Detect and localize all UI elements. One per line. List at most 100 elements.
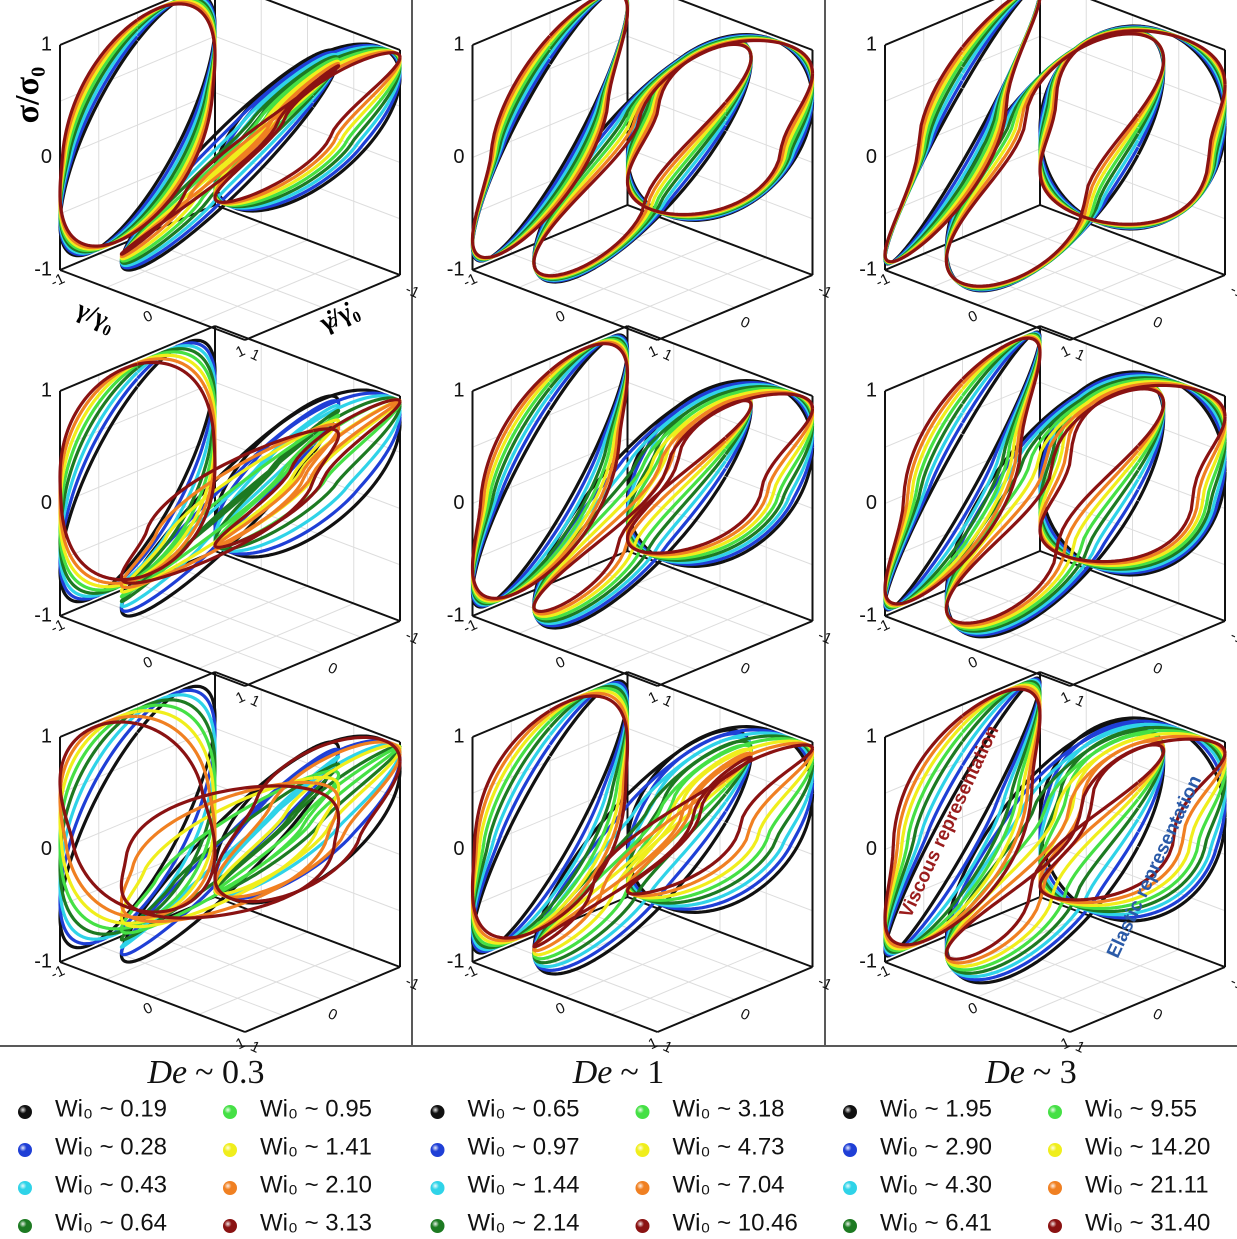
right-wall-loop (213, 398, 402, 549)
legend-label: Wi₀ ~ 9.55 (1085, 1095, 1197, 1122)
floor-tick-label: 1 (233, 342, 248, 361)
legend-marker-shine (18, 1105, 32, 1119)
floor-tick-label: -1 (873, 616, 892, 637)
floor-tick-label: -1 (403, 973, 422, 994)
tick-label: 0 (453, 492, 464, 514)
left-wall-loop (470, 342, 630, 600)
title-symbol: De (146, 1054, 187, 1091)
legend-label: Wi₀ ~ 1.41 (260, 1133, 372, 1160)
left-wall-loop (58, 347, 217, 595)
grid-line (1023, 949, 1179, 1015)
grid-line (977, 931, 1133, 998)
left-wall-loop (470, 686, 630, 948)
panel: 1 0 -1 1 -1 0 0 -1 1 (859, 325, 1237, 711)
legend-label: Wi₀ ~ 31.40 (1085, 1209, 1210, 1236)
floor-tick-label: -1 (461, 270, 480, 291)
trajectory-3d (119, 775, 341, 929)
legend-marker-shine (1048, 1181, 1062, 1195)
left-wall-loop (470, 682, 630, 952)
trajectory-3d (119, 64, 341, 256)
right-wall-loop (625, 392, 815, 555)
floor-tick-label: 0 (141, 653, 156, 672)
axis-line (59, 325, 216, 392)
trajectory-3d (944, 32, 1166, 288)
axis-line (1039, 325, 1226, 397)
floor-tick-label: -1 (873, 270, 892, 291)
axis-line (59, 961, 246, 1033)
left-wall-loop (470, 340, 630, 602)
floor-tick-label: 1 (248, 346, 263, 365)
grid-line (152, 585, 308, 652)
legend-marker-shine (1048, 1143, 1062, 1157)
floor-tick-label: 0 (553, 999, 568, 1018)
floor-tick-label: 1 (1073, 346, 1088, 365)
axis-line (627, 671, 813, 743)
floor-tick-label: -1 (461, 616, 480, 637)
panel: 1 0 -1 1 -1 0 0 -1 1 (447, 325, 834, 711)
legend-label: Wi₀ ~ 4.73 (673, 1133, 785, 1160)
left-wall-loop (470, 689, 630, 945)
trajectory-3d (532, 396, 753, 616)
axis-line (472, 325, 628, 392)
axis-line (1090, 0, 1226, 51)
tick-label: 1 (866, 33, 877, 55)
legend-label: Wi₀ ~ 0.95 (260, 1095, 372, 1122)
floor-tick-label: -1 (403, 627, 422, 648)
tick-label: 1 (866, 725, 877, 747)
tick-label: -1 (447, 258, 465, 280)
floor-tick-label: 1 (1073, 692, 1088, 711)
right-wall-loop (1038, 29, 1227, 226)
legend-marker-shine (18, 1181, 32, 1195)
axis-line (244, 966, 401, 1033)
left-wall-loop (58, 714, 217, 920)
grid-line (198, 603, 354, 669)
floor-tick-label: 0 (325, 1005, 340, 1024)
trajectory-3d (532, 42, 753, 278)
axis-line (472, 204, 628, 271)
panel: 10-11-100-11σ/σ₀γ/γ₀ γ̇/γ̇₀ (9, 0, 422, 365)
axis-line (1069, 966, 1226, 1033)
grid-line (198, 949, 354, 1015)
tick-label: 0 (41, 146, 52, 168)
grid-line (98, 945, 284, 1017)
title-symbol: De (984, 1054, 1025, 1091)
legend-marker-shine (18, 1219, 32, 1233)
trajectory-3d (532, 751, 753, 953)
floor-tick-label: -1 (1228, 973, 1237, 994)
grid-line (977, 585, 1133, 652)
legend-marker-shine (843, 1143, 857, 1157)
tick-label: 0 (866, 492, 877, 514)
axis-line (657, 966, 813, 1033)
axis-line (1069, 274, 1226, 341)
axis-line (884, 961, 1071, 1033)
legend-marker-shine (843, 1105, 857, 1119)
axis-label: σ/σ₀ (9, 67, 46, 124)
legend-label: Wi₀ ~ 2.90 (880, 1133, 992, 1160)
tick-label: 0 (453, 146, 464, 168)
axis-line (1039, 550, 1226, 622)
floor-tick-label: 0 (325, 659, 340, 678)
axis-line (657, 620, 813, 687)
legend-title: De ~ 3 (984, 1054, 1077, 1091)
left-wall-loop (58, 709, 217, 925)
floor-tick-label: 1 (1058, 342, 1073, 361)
legend-marker-shine (430, 1181, 445, 1195)
legend-label: Wi₀ ~ 0.19 (55, 1095, 167, 1122)
floor-tick-label: 0 (738, 659, 753, 678)
left-wall-loop (58, 0, 217, 257)
axis-line (884, 269, 1071, 341)
floor-tick-label: -1 (48, 962, 67, 983)
right-wall-loop (625, 38, 815, 217)
tick-label: -1 (859, 950, 877, 972)
axis-line (214, 325, 401, 397)
legend-marker-shine (223, 1219, 237, 1233)
left-wall-loop (470, 691, 630, 943)
grid-line (923, 945, 1109, 1017)
left-wall-loop (470, 694, 630, 940)
floor-tick-label: 0 (1150, 1005, 1165, 1024)
axis-line (1039, 204, 1226, 276)
floor-tick-label: -1 (403, 281, 422, 302)
axis-line (265, 0, 401, 51)
panel: 1 0 -1 1 -1 0 0 -1 1 (859, 0, 1237, 365)
legend-marker-shine (635, 1105, 650, 1119)
